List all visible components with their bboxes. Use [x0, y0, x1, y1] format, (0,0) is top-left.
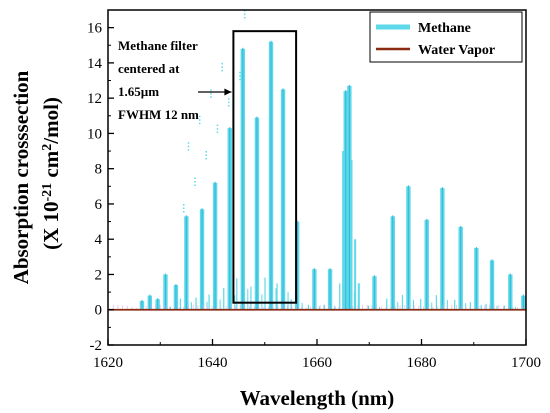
methane-peak-core	[164, 273, 167, 310]
y-tick-label: -2	[90, 338, 103, 354]
annotation-line-3: 1.65µm	[118, 84, 159, 99]
annotation-line-2: centered at	[118, 61, 180, 76]
methane-peak-core	[509, 273, 511, 310]
legend-box	[369, 11, 523, 63]
annotation-arrowhead	[224, 88, 232, 96]
methane-peak-core	[522, 294, 524, 310]
y-axis-units-pre: (X 10	[39, 201, 63, 249]
methane-peak-core	[460, 225, 462, 310]
y-axis-label: Absorption crosssection	[9, 70, 33, 284]
filter-annotation: Methane filter centered at 1.65µm FWHM 1…	[118, 30, 298, 304]
methane-peak-core	[373, 275, 376, 310]
methane-peak-core	[242, 47, 244, 310]
y-axis-units-exp1: -21	[40, 183, 55, 202]
methane-peak-core	[491, 259, 493, 310]
filter-box	[232, 30, 298, 304]
methane-peak-core	[282, 88, 284, 310]
legend-label-water-vapor: Water Vapor	[418, 43, 495, 58]
methane-peak-core	[141, 299, 143, 310]
methane-peak-core	[392, 215, 394, 310]
axis-ticks: 1620 1640 1660 1680 1700 -2 0 2 4 6 8 10 12 14 16	[87, 21, 541, 371]
methane-peak-core	[348, 84, 350, 310]
y-axis-units-post: /mol)	[39, 97, 63, 145]
methane-peak-core	[149, 294, 151, 310]
legend-label-methane: Methane	[418, 21, 471, 36]
x-axis-label: Wavelength (nm)	[240, 386, 395, 410]
y-tick-label: 14	[87, 56, 103, 72]
methane-peak-core	[313, 268, 315, 310]
y-tick-label: 4	[95, 232, 103, 248]
y-tick-label: 12	[87, 91, 102, 107]
methane-peak-core	[201, 208, 203, 310]
y-axis-label-units: (X 10-21 cm2/mol)	[39, 97, 63, 250]
x-tick-label: 1640	[198, 355, 228, 371]
methane-peak-core	[426, 218, 428, 310]
methane-peak-core	[229, 127, 231, 310]
methane-peak-core	[270, 40, 272, 310]
methane-peak-core	[441, 187, 443, 310]
y-axis-label-line1: Absorption crosssection	[9, 70, 33, 284]
methane-peak-core	[256, 116, 258, 310]
x-tick-label: 1660	[302, 355, 332, 371]
y-tick-label: 16	[87, 21, 103, 37]
plot-area	[108, 10, 526, 311]
methane-peak-core	[175, 284, 177, 310]
methane-peak-core	[296, 220, 298, 310]
methane-peak-core	[329, 268, 331, 310]
methane-peak-core	[157, 298, 159, 310]
x-tick-label: 1700	[511, 355, 541, 371]
legend: Methane Water Vapor	[369, 11, 523, 63]
y-tick-label: 8	[95, 162, 103, 178]
methane-peak-core	[475, 247, 477, 310]
x-tick-label: 1620	[93, 355, 123, 371]
y-tick-label: 2	[95, 267, 103, 283]
y-tick-label: 10	[87, 126, 102, 142]
y-tick-label: 0	[95, 303, 103, 319]
annotation-line-1: Methane filter	[118, 38, 198, 53]
methane-peak-core	[407, 185, 410, 310]
methane-peak-core	[185, 215, 187, 310]
y-axis-units-exp2: 2	[40, 144, 55, 151]
x-tick-label: 1680	[407, 355, 437, 371]
y-axis-units-mid: cm	[39, 150, 63, 183]
annotation-line-4: FWHM 12 nm	[118, 107, 199, 122]
methane-peak-core	[214, 181, 216, 310]
y-tick-label: 6	[95, 197, 103, 213]
methane-peak-core	[345, 90, 347, 310]
